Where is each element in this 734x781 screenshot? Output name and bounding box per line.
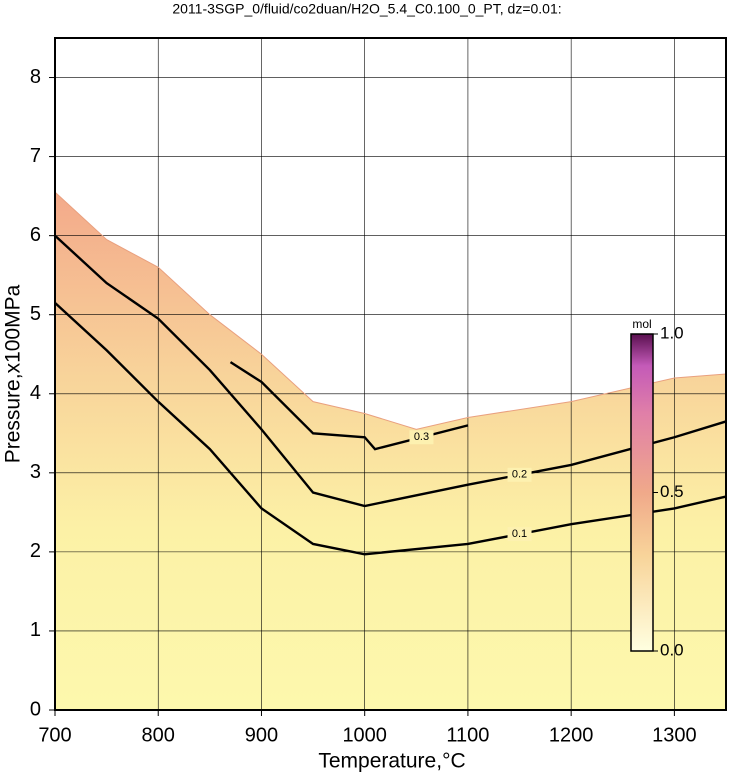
- colorbar: [630, 333, 654, 652]
- x-tick-label: 1000: [342, 724, 387, 746]
- contour-label-bg: [507, 527, 532, 542]
- boundary-line: [54, 191, 727, 430]
- contour-line: [54, 234, 727, 508]
- x-tick-label: 700: [38, 724, 71, 746]
- plot-frame: [54, 37, 727, 711]
- chart-title: 2011-3SGP_0/fluid/co2duan/H2O_5.4_C0.100…: [172, 1, 561, 17]
- y-tick-label: 0: [30, 698, 41, 720]
- x-tick-label: 1200: [549, 724, 594, 746]
- y-tick-label: 4: [30, 382, 41, 404]
- contour-label-bg: [507, 467, 532, 482]
- contour-label-bg: [409, 430, 434, 445]
- y-tick-label: 2: [30, 540, 41, 562]
- x-tick-label: 900: [245, 724, 278, 746]
- y-tick-label: 5: [30, 303, 41, 325]
- contour-line: [54, 301, 727, 556]
- contour-line: [229, 361, 469, 451]
- y-tick-label: 8: [30, 66, 41, 88]
- contour-label: 0.1: [512, 528, 527, 540]
- colorbar-tick-label: 1.0: [660, 323, 684, 342]
- contour-label: 0.2: [512, 469, 527, 481]
- contour-label: 0.3: [414, 431, 429, 443]
- x-tick-label: 800: [142, 724, 175, 746]
- x-tick-label: 1100: [446, 724, 489, 746]
- colorbar-label: mol: [632, 317, 651, 331]
- colorbar-tick-label: 0.0: [660, 640, 684, 659]
- y-tick-label: 6: [30, 224, 41, 246]
- y-tick-label: 3: [30, 461, 41, 483]
- y-axis-label: Pressure,x100MPa: [2, 284, 25, 463]
- y-tick-label: 1: [30, 619, 41, 641]
- colorbar-tick-label: 0.5: [660, 482, 684, 501]
- x-tick-label: 1300: [652, 724, 697, 746]
- y-tick-label: 7: [30, 145, 41, 167]
- x-axis-label: Temperature,°C: [318, 750, 465, 773]
- data-region: [55, 192, 726, 711]
